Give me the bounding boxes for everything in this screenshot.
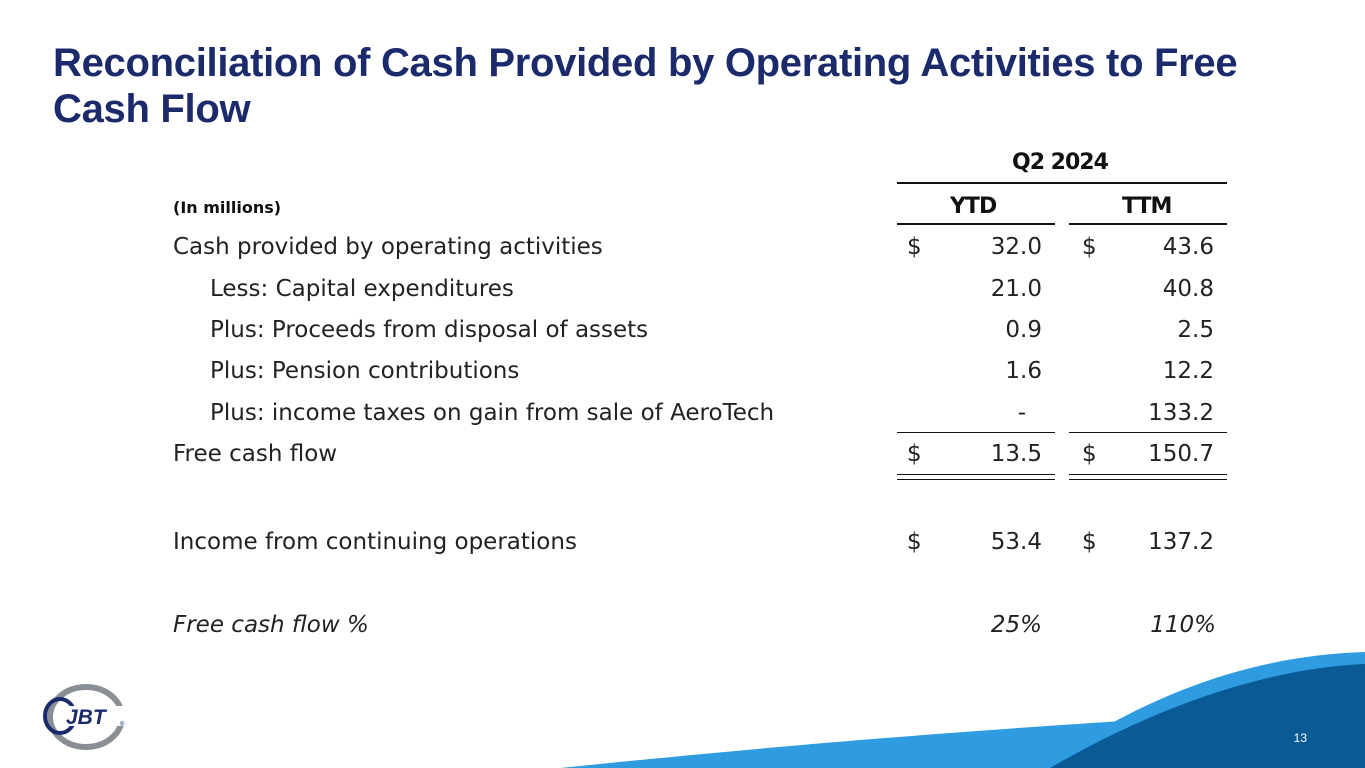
ytd-value: 21.0 [990,276,1042,302]
period-header: Q2 2024 [1012,150,1109,175]
ytd-value: 13.5 [990,441,1042,467]
period-header-rule [897,182,1227,184]
column-header-ytd: YTD [950,194,997,219]
ttm-value: 137.2 [1148,529,1214,555]
ttm-value: 133.2 [1148,400,1214,426]
logo-wordmark: JBT [66,706,108,729]
ttm-value: 110% [1150,612,1216,638]
currency-symbol: $ [907,234,922,260]
ttm-value: 43.6 [1162,234,1214,260]
ttm-value: 40.8 [1162,276,1214,302]
total-double-rule-ytd-top [897,474,1055,475]
row-label-pension-contributions: Plus: Pension contributions [210,358,520,384]
ytd-value: 25% [990,612,1042,638]
dark-wave-shape [1050,664,1365,768]
row-label-free-cash-flow-percent: Free cash flow % [173,612,369,638]
ttm-value: 12.2 [1162,358,1214,384]
ttm-header-rule [1069,223,1227,225]
row-label-free-cash-flow: Free cash flow [173,441,338,467]
ytd-value: 32.0 [990,234,1042,260]
currency-symbol: $ [907,529,922,555]
currency-symbol: $ [1082,234,1097,260]
ytd-value: - [1017,400,1026,426]
row-label-cash-from-operations: Cash provided by operating activities [173,234,603,260]
currency-symbol: $ [907,441,922,467]
currency-symbol: $ [1082,441,1097,467]
row-label-income-taxes-aerotech: Plus: income taxes on gain from sale of … [210,400,775,426]
row-label-income-continuing-operations: Income from continuing operations [173,529,577,555]
total-double-rule-ytd-bottom [897,479,1055,480]
ytd-value: 53.4 [990,529,1042,555]
currency-symbol: $ [1082,529,1097,555]
total-double-rule-ttm-top [1069,474,1227,475]
jbt-logo: JBT ® [43,684,126,750]
units-label: (In millions) [173,198,282,217]
ytd-header-rule [897,223,1055,225]
row-label-proceeds-disposal: Plus: Proceeds from disposal of assets [210,317,649,343]
row-label-capital-expenditures: Less: Capital expenditures [210,276,514,302]
page-number: 13 [1293,731,1307,745]
subtotal-rule-ytd [897,432,1055,433]
ytd-value: 1.6 [1005,358,1042,384]
ytd-value: 0.9 [1005,317,1042,343]
logo-text-backdrop [60,706,126,726]
ttm-value: 150.7 [1148,441,1214,467]
registered-mark: ® [120,721,125,728]
total-double-rule-ttm-bottom [1069,479,1227,480]
column-header-ttm: TTM [1122,194,1172,219]
slide-title: Reconciliation of Cash Provided by Opera… [53,41,1238,131]
subtotal-rule-ttm [1069,432,1227,433]
ttm-value: 2.5 [1177,317,1214,343]
